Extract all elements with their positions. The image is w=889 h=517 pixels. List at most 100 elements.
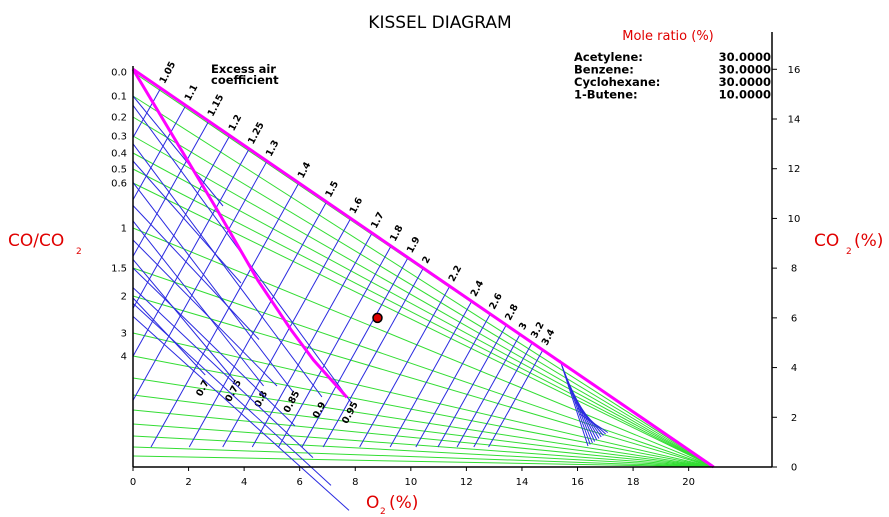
excess-air-line	[132, 135, 231, 309]
left-tick-label: 0.4	[111, 149, 127, 160]
deficient-air-line	[132, 220, 264, 387]
right-tick-label: 8	[791, 264, 797, 275]
x-tick-label: 20	[682, 477, 695, 488]
excess-air-line	[577, 407, 606, 435]
mole-ratio-panel: Mole ratio (%) Acetylene: 30.0000 Benzene:…	[574, 29, 771, 102]
x-tick-label: 0	[130, 477, 136, 488]
co-ratio-line	[132, 295, 714, 468]
excess-air-label: 1.8	[388, 223, 406, 243]
x-tick-label: 12	[460, 477, 473, 488]
right-tick-label: 4	[791, 363, 797, 374]
left-tick-label: 0.2	[111, 113, 127, 124]
right-axis-label-sub: 2	[846, 247, 852, 257]
excess-air-line	[132, 160, 242, 284]
co-ratio-line	[132, 135, 714, 468]
excess-air-caption-line2: coefficient	[211, 73, 279, 87]
excess-air-label: 1.3	[264, 138, 282, 158]
stoich-line	[132, 68, 715, 469]
x-axis-label-main: O	[366, 493, 379, 513]
excess-air-line	[222, 218, 352, 448]
left-axis-label-main: CO/CO	[8, 231, 64, 251]
right-tick-label: 14	[788, 115, 801, 126]
excess-air-label: 1.1	[183, 83, 201, 103]
left-tick-label: 0.3	[111, 132, 127, 143]
left-axis-label-sub: 2	[76, 247, 82, 257]
x-tick-label: 18	[627, 477, 640, 488]
excess-air-line	[322, 267, 424, 448]
left-tick-label: 0.1	[111, 92, 127, 103]
excess-air-label: 1.9	[405, 235, 423, 255]
co-ratio-line	[132, 446, 714, 468]
right-tick-label: 0	[791, 463, 797, 474]
mole-ratio-value: 30.0000	[719, 75, 771, 89]
co-ratio-line	[132, 409, 714, 468]
excess-air-line	[437, 324, 507, 448]
x-tick-label: 14	[516, 477, 529, 488]
co-ratio-line	[132, 332, 714, 468]
co-ratio-line	[132, 152, 714, 468]
left-tick-label: 2	[121, 292, 127, 303]
co-ratio-line	[132, 267, 714, 468]
excess-air-label: 2	[420, 255, 433, 266]
deficient-air-line	[132, 182, 294, 392]
excess-air-line	[251, 232, 373, 448]
mole-ratio-value: 30.0000	[719, 50, 771, 64]
excess-air-label: 1.15	[206, 93, 227, 119]
right-axis-label-unit: (%)	[854, 231, 883, 251]
excess-air-line	[456, 334, 521, 448]
excess-air-label: 2.6	[487, 291, 505, 311]
excess-air-line	[132, 315, 350, 511]
deficient-air-label: 0.85	[282, 389, 303, 415]
mole-ratio-value: 10.0000	[719, 88, 771, 102]
x-tick-label: 6	[297, 477, 303, 488]
excess-air-label: 1.25	[246, 120, 267, 146]
excess-air-label: 3	[517, 321, 530, 332]
excess-air-label: 2.2	[447, 264, 465, 284]
co-ratio-line	[132, 435, 714, 468]
excess-air-line	[132, 105, 187, 200]
mole-ratio-name: Benzene:	[574, 63, 634, 77]
co-ratio-line	[132, 168, 714, 468]
excess-air-line	[132, 239, 278, 387]
deficient-air-line	[132, 259, 235, 381]
left-tick-label: 4	[121, 352, 127, 363]
excess-air-line	[132, 267, 296, 427]
x-tick-label: 16	[571, 477, 584, 488]
mole-ratio-name: Acetylene:	[574, 50, 643, 64]
mole-ratio-name: Cyclohexane:	[574, 75, 660, 89]
excess-air-label: 1.2	[227, 113, 245, 133]
left-tick-label: 0.0	[111, 68, 127, 79]
co-ratio-line	[132, 423, 714, 468]
excess-air-label: 1.05	[158, 60, 179, 86]
excess-air-line	[132, 303, 332, 486]
right-tick-label: 2	[791, 413, 797, 424]
excess-air-line	[132, 160, 268, 401]
measured-point	[372, 312, 383, 324]
mole-ratio-value: 30.0000	[719, 63, 771, 77]
excess-air-line	[132, 120, 210, 257]
excess-air-line	[301, 257, 409, 448]
deficient-air-label: 0.9	[311, 400, 329, 420]
x-axis-label-sub: 2	[380, 507, 386, 517]
co-ratio-line	[132, 394, 714, 468]
excess-air-line	[132, 95, 224, 207]
x-axis-label-unit: (%)	[389, 493, 418, 513]
lambda-one-curve	[131, 68, 349, 399]
right-tick-label: 10	[788, 214, 801, 225]
co-ratio-line	[132, 116, 714, 468]
excess-air-label: 2.8	[503, 302, 521, 322]
excess-air-label: 1.7	[369, 210, 387, 230]
excess-air-line	[278, 245, 392, 448]
left-axis-label: CO/CO 2	[8, 231, 82, 257]
x-tick-label: 2	[185, 477, 191, 488]
excess-air-line	[359, 285, 451, 448]
excess-air-label: 1.5	[323, 179, 341, 199]
co-ratio-line	[132, 95, 714, 468]
chart-title: KISSEL DIAGRAM	[368, 13, 511, 33]
x-tick-label: 4	[241, 477, 247, 488]
right-tick-label: 16	[788, 65, 801, 76]
deficient-air-label: 0.7	[194, 378, 212, 398]
x-tick-label: 10	[404, 477, 417, 488]
right-tick-label: 6	[791, 313, 797, 324]
